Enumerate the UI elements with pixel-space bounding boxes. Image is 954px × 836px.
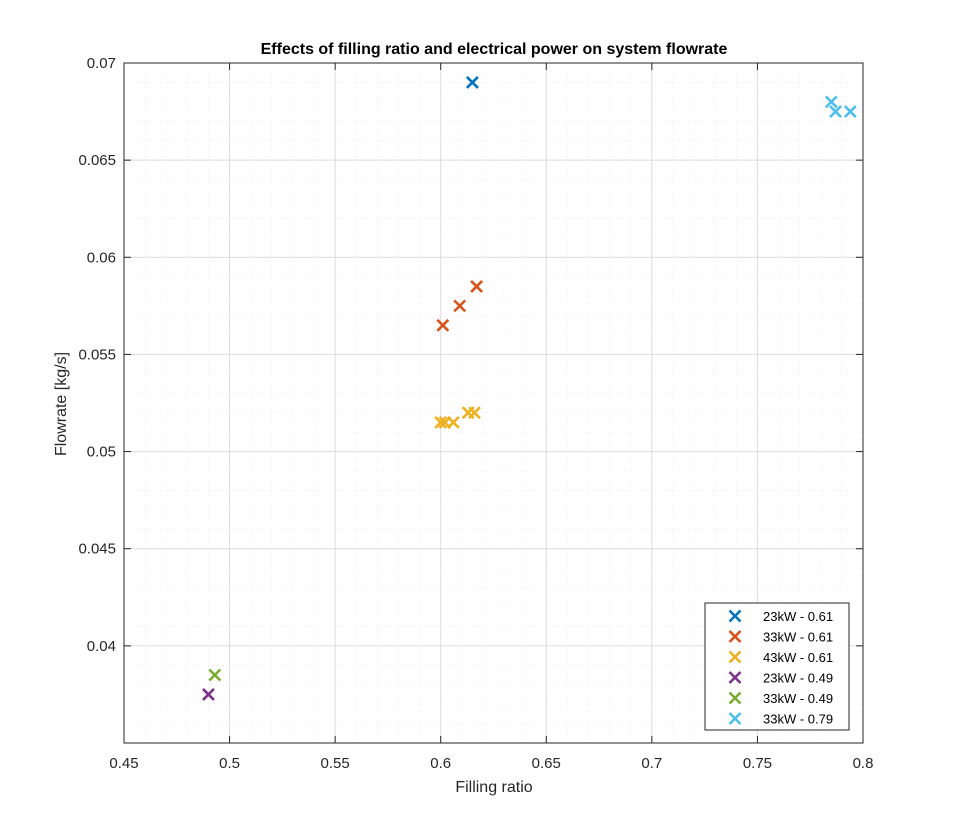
- legend: 23kW - 0.61 33kW - 0.61 43kW - 0.61 23kW - …: [704, 602, 850, 731]
- x-tick-label: 0.45: [109, 755, 138, 772]
- data-point: [470, 280, 484, 293]
- series-6: [824, 95, 857, 118]
- legend-item: 33kW - 0.79: [728, 712, 833, 727]
- data-point: [436, 318, 450, 332]
- data-point: [465, 76, 479, 89]
- data-point: [468, 406, 481, 420]
- legend-label: 43kW - 0.61: [763, 650, 833, 665]
- legend-label: 33kW - 0.61: [763, 630, 833, 645]
- legend-label: 33kW - 0.49: [763, 691, 833, 706]
- data-point: [843, 105, 857, 118]
- data-point: [434, 416, 448, 429]
- legend-label: 23kW - 0.49: [763, 671, 833, 686]
- y-tick-label: 0.06: [87, 249, 116, 266]
- legend-item: 33kW - 0.61: [728, 630, 833, 645]
- data-point: [829, 105, 842, 118]
- legend-item: 33kW - 0.49: [728, 691, 833, 706]
- data-point: [446, 416, 460, 429]
- x-tick-label: 0.65: [532, 755, 561, 772]
- legend-label: 33kW - 0.79: [763, 712, 833, 727]
- legend-label: 23kW - 0.61: [763, 609, 833, 624]
- y-tick-label: 0.07: [87, 55, 116, 72]
- x-tick-label: 0.5: [219, 755, 240, 772]
- legend-item: 23kW - 0.61: [728, 609, 833, 624]
- data-points: [202, 76, 857, 701]
- legend-marker-icon: [728, 609, 742, 623]
- x-tick-label: 0.55: [321, 755, 350, 772]
- axis-ticks: 0.45 0.5 0.55 0.6 0.65 0.7 0.75 0.8 0.04 0.045 0.0…: [78, 55, 873, 772]
- legend-marker-icon: [728, 630, 742, 643]
- y-tick-label: 0.055: [78, 346, 116, 363]
- series-4: [202, 688, 215, 701]
- legend-marker-icon: [728, 650, 742, 664]
- legend-marker-icon: [728, 671, 742, 684]
- series-5: [208, 668, 222, 682]
- data-point: [202, 688, 215, 701]
- legend-box: [704, 602, 850, 731]
- x-tick-label: 0.7: [641, 755, 662, 772]
- series-1: [465, 76, 479, 89]
- series-2: [436, 280, 484, 332]
- legend-marker-icon: [728, 691, 742, 705]
- x-tick-label: 0.6: [430, 755, 451, 772]
- data-point: [453, 299, 467, 313]
- y-tick-label: 0.05: [87, 444, 116, 461]
- data-point: [208, 668, 222, 682]
- chart-title: Effects of filling ratio and electrical …: [261, 41, 728, 58]
- legend-item: 43kW - 0.61: [728, 650, 833, 665]
- x-tick-label: 0.75: [743, 755, 772, 772]
- legend-marker-icon: [728, 712, 742, 725]
- y-tick-label: 0.045: [78, 541, 116, 558]
- x-axis-label: Filling ratio: [455, 779, 532, 796]
- y-tick-label: 0.04: [87, 638, 116, 655]
- legend-item: 23kW - 0.49: [728, 671, 833, 686]
- y-axis-label: Flowrate [kg/s]: [53, 352, 70, 456]
- x-tick-label: 0.8: [853, 755, 874, 772]
- series-3: [434, 406, 481, 429]
- axes-box: [123, 62, 864, 744]
- data-point: [824, 95, 838, 109]
- y-tick-label: 0.065: [78, 152, 116, 169]
